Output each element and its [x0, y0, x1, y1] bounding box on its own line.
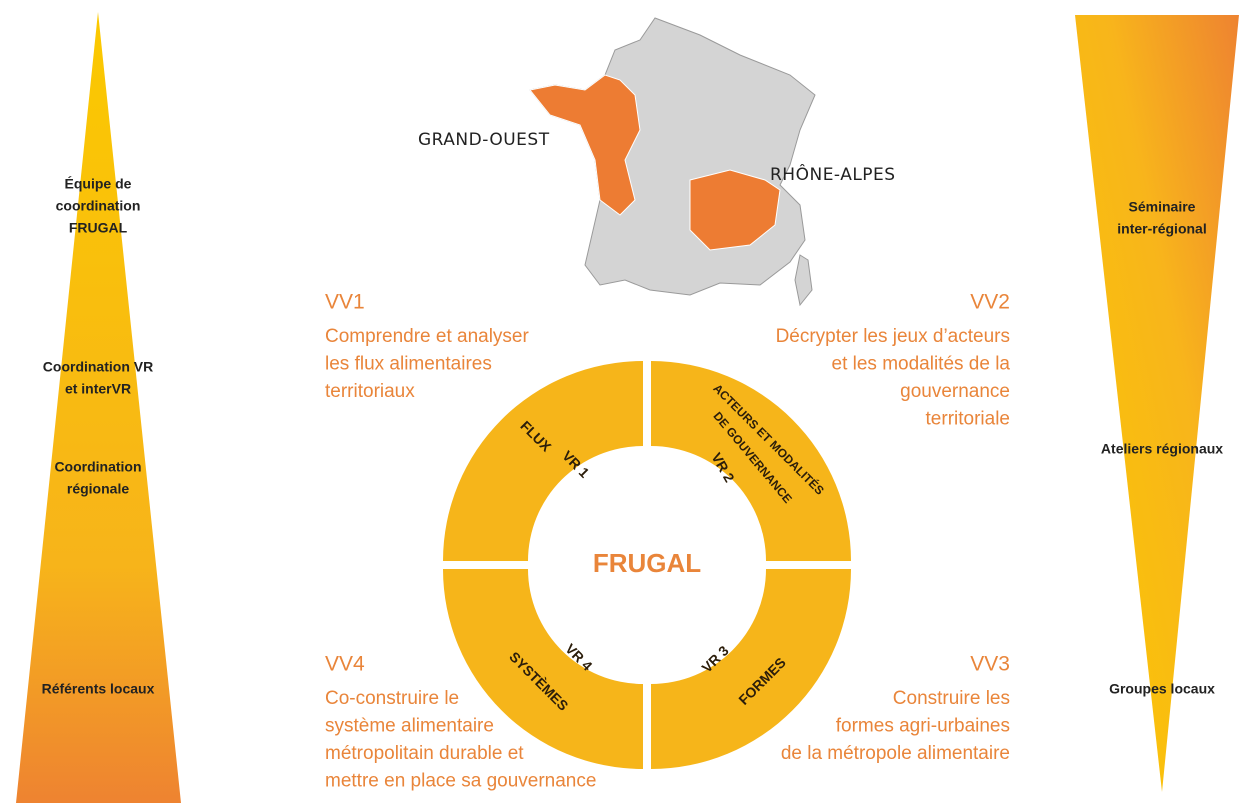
ring-center: FRUGAL [593, 548, 701, 578]
pyramid-label: Référents locaux [42, 681, 155, 697]
objective-line: territoriale [926, 409, 1010, 430]
objective-line: les flux alimentaires [325, 354, 492, 375]
region-label: RHÔNE-ALPES [770, 163, 896, 185]
objective-line: gouvernance [900, 381, 1010, 402]
objective-title: VV4 [325, 653, 365, 676]
ring-segment [651, 361, 851, 561]
objective-line: de la métropole alimentaire [781, 743, 1010, 764]
pyramid-label: Équipe de [65, 176, 132, 192]
pyramid-label: Coordination [54, 459, 141, 475]
objective-line: métropolitain durable et [325, 743, 524, 764]
objective-line: Comprendre et analyser [325, 326, 529, 347]
pyramid-label: et interVR [65, 381, 131, 397]
objective-line: système alimentaire [325, 716, 494, 737]
france-map [529, 17, 816, 307]
pyramid-label: régionale [67, 481, 129, 497]
pyramid-label: Ateliers régionaux [1101, 441, 1223, 457]
right-pyramid [1075, 15, 1239, 792]
objective-line: mettre en place sa gouvernance [325, 771, 596, 792]
pyramid-label: inter-régional [1117, 221, 1206, 237]
ring-segment [443, 569, 643, 769]
left-pyramid [16, 12, 181, 803]
pyramid-label: Séminaire [1129, 199, 1196, 215]
objective-line: territoriaux [325, 381, 415, 402]
objective-title: VV1 [325, 291, 365, 314]
objective-title: VV3 [970, 653, 1010, 676]
objective-line: Co-construire le [325, 688, 459, 709]
ring-segment [651, 569, 851, 769]
objective-title: VV2 [970, 291, 1010, 314]
pyramid-label: coordination [56, 198, 141, 214]
pyramid-label: Coordination VR [43, 359, 153, 375]
pyramid-label: Groupes locaux [1109, 681, 1215, 697]
objective-line: Décrypter les jeux d’acteurs [776, 326, 1010, 347]
objective-line: et les modalités de la [832, 354, 1011, 375]
objective-line: formes agri-urbaines [836, 716, 1010, 737]
region-label: GRAND-OUEST [418, 130, 550, 150]
ring-segment [443, 361, 643, 561]
pyramid-label: FRUGAL [69, 220, 128, 236]
objective-line: Construire les [893, 688, 1010, 709]
